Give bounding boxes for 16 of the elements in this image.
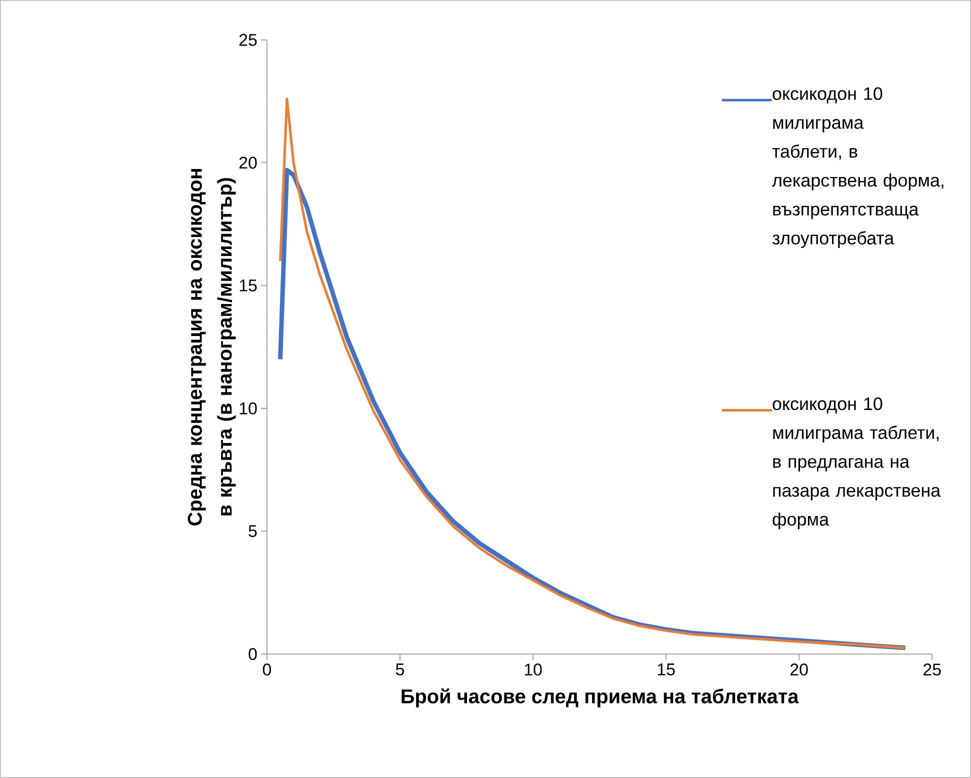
y-tick-label: 25 <box>239 34 257 46</box>
y-tick-label: 15 <box>240 280 257 292</box>
x-tick-label: 10 <box>524 664 542 676</box>
y-tick-label: 0 <box>248 648 257 660</box>
y-axis-title: Средна концентрация на оксикодон в кръвта (в нанограм/милилитър) <box>188 169 236 526</box>
legend-label: оксикодон 10 милиграма таблети, в лекарствена форма, възпрепятстваща злоупотребата <box>772 87 944 248</box>
x-tick-label: 5 <box>396 664 404 676</box>
y-tick-label: 10 <box>240 402 257 414</box>
x-tick-label: 0 <box>262 664 272 676</box>
x-tick-label: 15 <box>658 664 675 676</box>
x-tick-label: 20 <box>790 664 808 676</box>
x-tick-label: 25 <box>924 664 941 676</box>
y-tick-label: 5 <box>248 525 257 538</box>
legend-label: оксикодон 10 милиграма таблети, в предлагана на пазара лекарствена форма <box>772 397 941 530</box>
y-tick-label: 20 <box>239 156 257 169</box>
x-axis-title: Брой часове след приема на таблетката <box>402 688 799 708</box>
